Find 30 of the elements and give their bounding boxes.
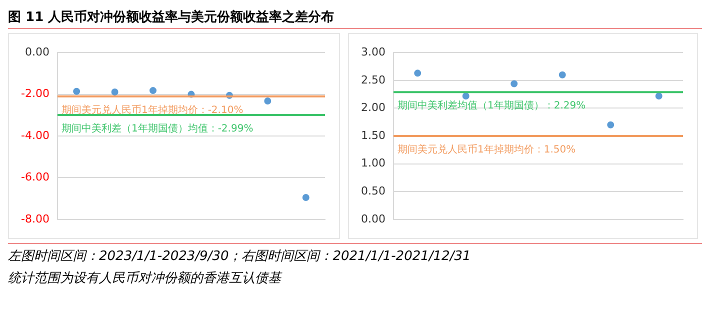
point [414,70,422,77]
point [462,92,470,100]
point [111,88,118,96]
point [150,87,157,94]
point [302,194,310,202]
text: 左图时间区间：2023/1/1-2023/9/30；右图时间区间：2021/1/1-2021/12/31 [8,248,472,266]
y-tick-label: 0.00 [360,212,386,226]
ref-line-label: 期间中美利差均值（1年期国债）：2.29% [397,100,586,112]
chart-title: 图 11 人民币对冲份额收益率与美元份额收益率之差分布 [8,8,702,29]
point [264,97,272,104]
point [607,121,614,128]
y-tick-label: 1.00 [360,156,386,170]
ref-line-label: 期间中美利差（1年期国债）均值：-2.99% [61,122,254,135]
point [655,92,662,100]
point [73,88,80,95]
y-tick-label: 0.00 [24,45,50,58]
ref-line-label: 期间美元兑人民币1年掉期均价：-2.10% [61,104,244,116]
y-tick-label: 3.00 [360,45,386,58]
ref-line-label: 期间美元兑人民币1年掉期均价：1.50% [397,144,576,156]
point [558,71,566,78]
y-tick-label: -2.00 [20,87,50,100]
y-tick-label: -4.00 [20,128,50,142]
y-tick-label: 0.50 [360,184,386,198]
y-tick-label: -8.00 [20,212,50,226]
y-tick-label: 2.00 [360,101,386,114]
point [510,80,518,88]
y-tick-label: 2.50 [360,73,386,86]
text: 统计范围为设有人民币对冲份额的香港互认债基 [8,270,284,288]
y-tick-label: -6.00 [20,170,50,184]
y-tick-label: 1.50 [360,128,386,142]
